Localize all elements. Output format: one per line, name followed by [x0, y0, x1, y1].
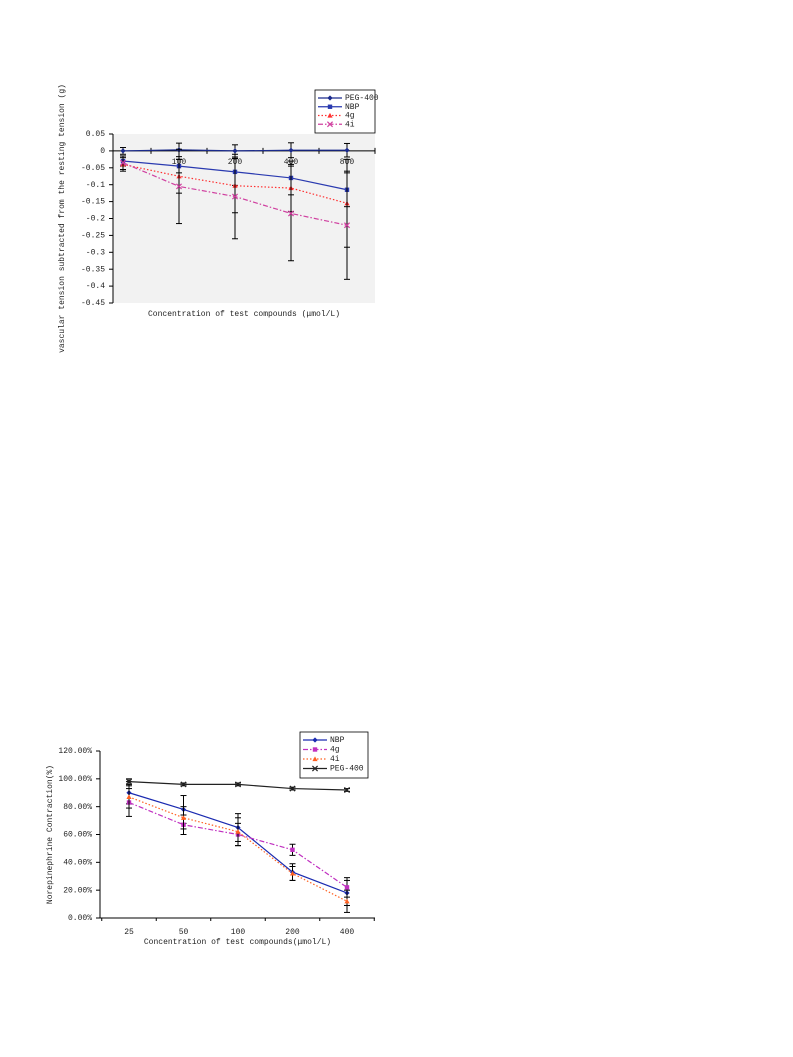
x-tick-label: 100: [231, 928, 246, 937]
marker: [175, 183, 183, 190]
chart: 0.05 0 -0.05 -0.1 -0.15 -0.2 -0.25 -0.3 -0.35 -0.…: [58, 84, 379, 353]
y-tick-label: -0.2: [86, 215, 105, 224]
y-tick-label: -0.45: [81, 299, 105, 308]
legend-label: 4g: [345, 112, 355, 121]
marker: [290, 847, 295, 853]
y-tick-label: -0.1: [86, 181, 105, 190]
marker: [343, 222, 351, 229]
marker: [289, 785, 296, 792]
y-tick-label: 0.05: [86, 130, 105, 139]
marker: [344, 147, 350, 153]
y-tick-label: 80.00%: [63, 803, 92, 812]
marker: [312, 747, 318, 752]
marker: [311, 765, 319, 772]
legend-label: 4g: [330, 746, 340, 755]
y-tick-label: 0: [100, 147, 105, 156]
y-tick-label: -0.4: [86, 282, 105, 291]
y-tick-label: 120.00%: [58, 747, 92, 756]
y-tick-label: -0.15: [81, 198, 105, 207]
y-tick-label: -0.35: [81, 265, 105, 274]
legend-label: NBP: [330, 736, 345, 745]
marker: [326, 121, 334, 128]
x-tick-label: 200: [285, 928, 300, 937]
marker: [344, 898, 350, 904]
y-tick-label: 100.00%: [58, 775, 92, 784]
marker: [312, 737, 318, 743]
series-line: [128, 796, 348, 902]
y-tick-label: 40.00%: [63, 858, 92, 867]
x-axis-label: Concentration of test compounds (μmol/L): [148, 310, 340, 319]
marker: [344, 885, 350, 890]
series-line: [122, 163, 348, 204]
plot-area: [113, 134, 375, 303]
y-tick-label: 0.00%: [68, 914, 92, 923]
x-tick-label: 25: [124, 928, 134, 937]
y-tick-label: -0.3: [86, 248, 105, 257]
marker: [343, 786, 351, 793]
marker: [312, 756, 318, 762]
legend-label: PEG-400: [345, 94, 379, 103]
marker: [232, 148, 238, 154]
legend-label: NBP: [345, 103, 360, 112]
x-tick-label: 50: [179, 928, 189, 937]
y-tick-label: -0.25: [81, 232, 105, 241]
x-tick-label: 400: [340, 928, 355, 937]
legend-label: 4i: [330, 755, 340, 764]
y-tick-label: -0.05: [81, 164, 105, 173]
marker: [119, 159, 127, 166]
y-tick-label: 20.00%: [63, 886, 92, 895]
marker: [288, 147, 294, 153]
marker: [287, 210, 295, 217]
marker: [180, 815, 187, 820]
marker: [327, 95, 333, 101]
series-line: [128, 801, 348, 888]
marker: [180, 781, 187, 788]
marker: [327, 104, 333, 109]
marker: [289, 870, 296, 876]
legend-label: PEG-400: [330, 765, 364, 774]
legend-label: 4i: [345, 120, 355, 129]
marker: [231, 193, 239, 200]
marker: [126, 794, 132, 800]
marker: [234, 781, 242, 788]
y-axis-label: Norepinephrine Contraction(%): [46, 765, 55, 904]
marker: [327, 112, 333, 118]
marker: [125, 778, 133, 785]
y-tick-label: 60.00%: [63, 831, 92, 840]
legend-box: [314, 89, 376, 134]
y-axis-label: vascular tension subtracted from the res…: [58, 84, 67, 353]
chart: 120.00% 100.00% 80.00% 60.00% 40.00% 20.00% 0.…: [46, 731, 375, 947]
marker: [235, 829, 241, 834]
marker: [120, 148, 126, 154]
x-axis-label: Concentration of test compounds(μmol/L): [144, 938, 331, 947]
